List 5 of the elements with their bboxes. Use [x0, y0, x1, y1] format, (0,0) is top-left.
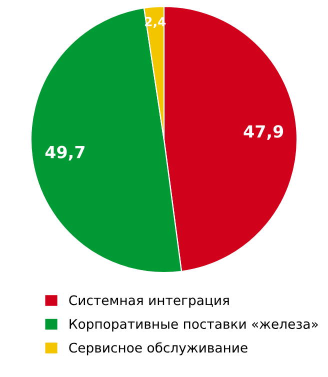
- legend-label: Сервисное обслуживание: [69, 342, 248, 356]
- data-label: 49,7: [45, 146, 84, 161]
- legend-label: Корпоративные поставки «железа»: [70, 319, 318, 332]
- legend-label: Системная интеграция: [69, 295, 229, 308]
- data-label: 47,9: [244, 125, 284, 140]
